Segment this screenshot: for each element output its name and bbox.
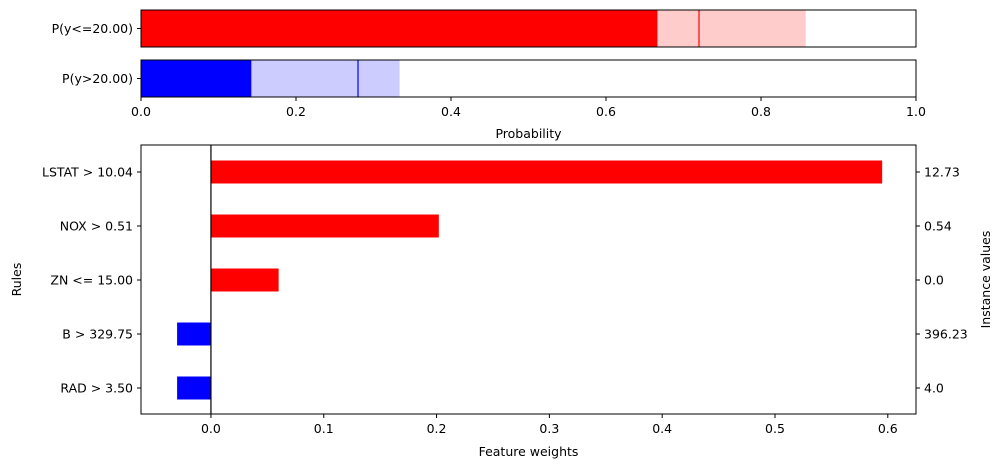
feature-weights-chart: LSTAT > 10.04 12.73 NOX > 0.51 0.54 ZN <= 15… [9,144,993,459]
probability-chart: P(y<=20.00) P(y>20.00) 0.0 0.2 0.4 0.6 0.8 1.0 P… [52,9,926,141]
x-tick-label: 0.3 [539,421,559,436]
probability-interval [657,9,806,48]
x-tick-label: 0.6 [878,421,898,436]
y-axis-label: Rules [9,263,24,297]
probability-bar [141,10,658,47]
x-tick-label: 0.0 [131,104,151,119]
feature-weight-bar [210,160,883,184]
rule-label: RAD > 3.50 [60,381,133,396]
instance-value: 396.23 [924,327,968,342]
x-axis-label: Feature weights [479,444,579,459]
x-tick-label: 0.1 [314,421,334,436]
x-tick-label: 0.5 [765,421,785,436]
x-tick-label: 0.0 [201,421,221,436]
probability-row-label: P(y<=20.00) [52,21,133,36]
x-tick-label: 0.6 [596,104,616,119]
feature-weight-bar [210,268,279,292]
x-tick-label: 1.0 [906,104,926,119]
y2-axis-label: Instance values [978,231,993,329]
instance-value: 4.0 [924,381,944,396]
rule-label: ZN <= 15.00 [50,273,133,288]
x-tick-label: 0.2 [427,421,447,436]
feature-weight-bar [177,376,211,400]
instance-value: 0.0 [924,273,944,288]
x-tick-label: 0.8 [751,104,771,119]
rule-label: B > 329.75 [62,327,133,342]
feature-weight-bar [177,322,211,346]
rule-label: NOX > 0.51 [60,219,133,234]
instance-value: 0.54 [924,219,952,234]
rule-label: LSTAT > 10.04 [42,165,133,180]
x-tick-label: 0.2 [286,104,306,119]
instance-value: 12.73 [924,165,960,180]
x-axis-label: Probability [495,126,562,141]
probability-bar [141,60,252,97]
probability-row-label: P(y>20.00) [62,71,133,86]
x-tick-label: 0.4 [652,421,672,436]
x-tick-label: 0.4 [441,104,461,119]
feature-weight-bar [210,214,439,238]
probability-interval [251,59,400,98]
